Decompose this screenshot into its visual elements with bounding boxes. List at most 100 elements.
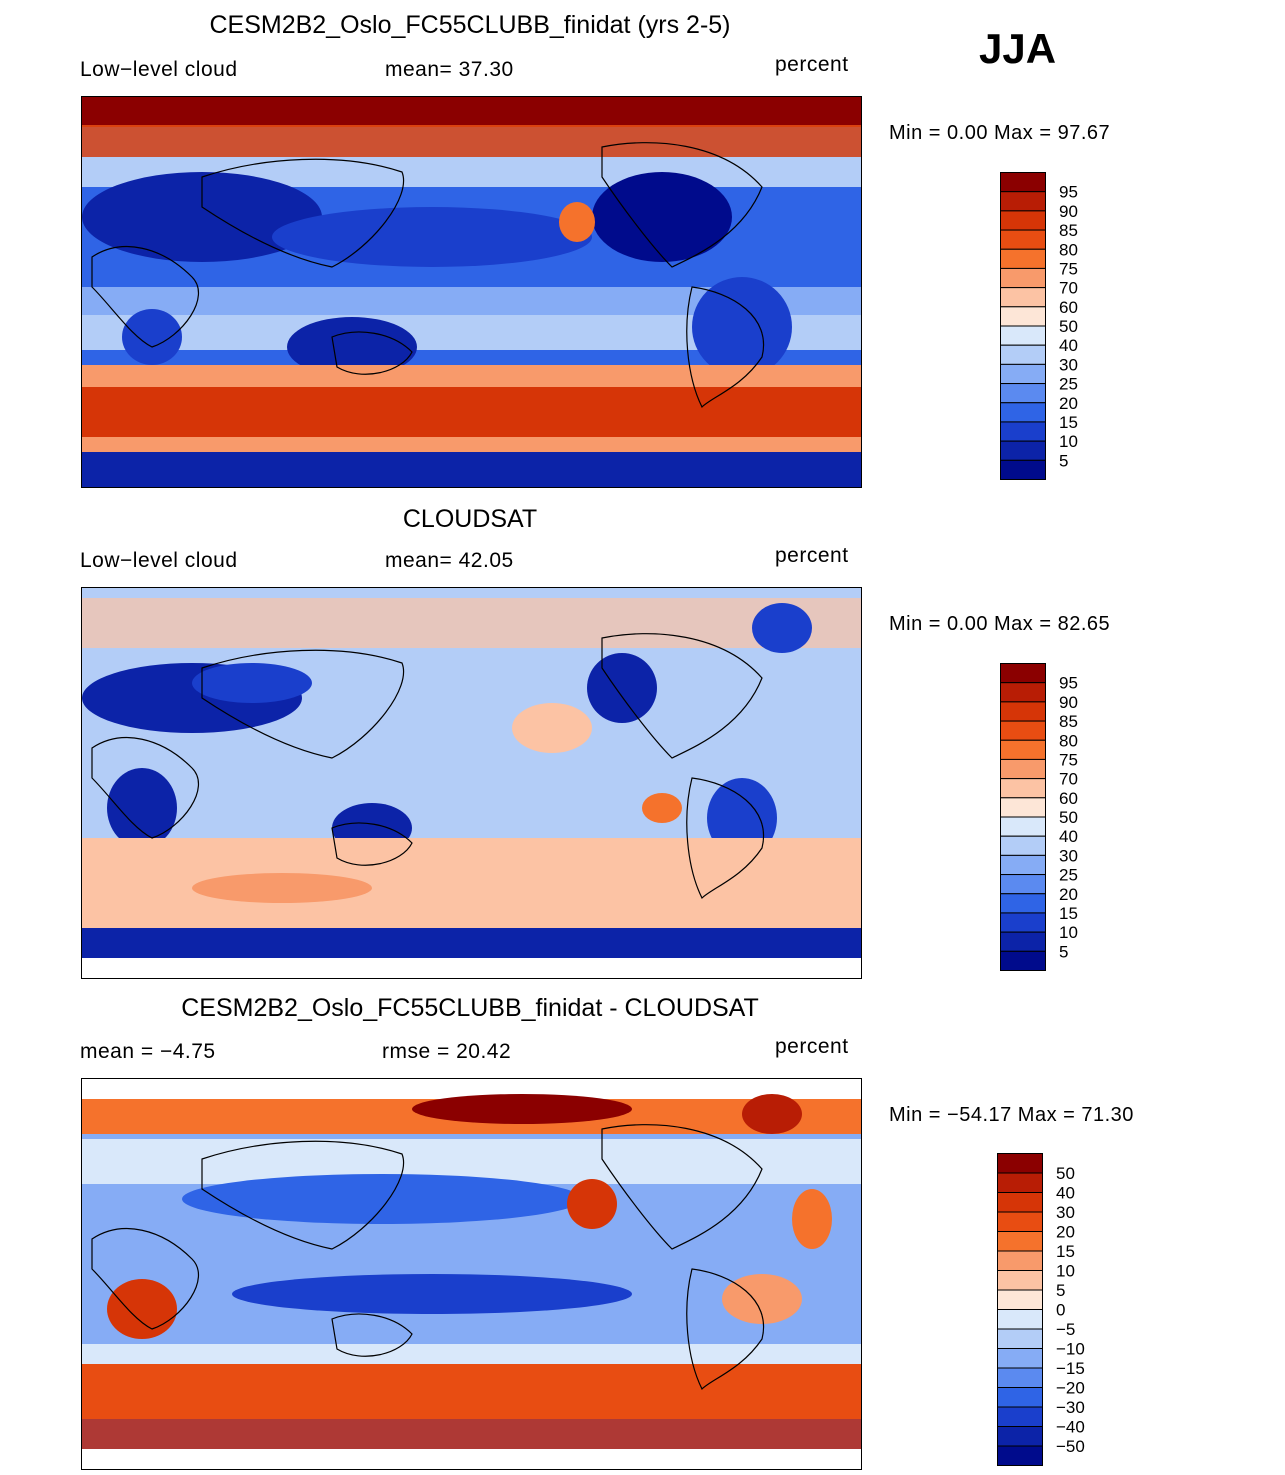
map-2-coast-africa bbox=[91, 737, 199, 839]
map-1-south-band-b bbox=[82, 437, 861, 452]
colorbar-1-label-10: 25 bbox=[1059, 375, 1078, 394]
map-2-coast-samerica bbox=[686, 777, 765, 900]
colorbar-2-label-1: 90 bbox=[1059, 693, 1078, 712]
colorbar-1-swatch-3 bbox=[1000, 229, 1046, 250]
colorbar-3-swatch-11 bbox=[997, 1367, 1043, 1388]
colorbar-1-swatch-14 bbox=[1000, 440, 1046, 461]
colorbar-2-swatch-9 bbox=[1000, 835, 1046, 856]
map-3-calif-high bbox=[567, 1179, 617, 1229]
colorbar-3-swatch-5 bbox=[997, 1250, 1043, 1271]
colorbar-1-label-3: 80 bbox=[1059, 240, 1078, 259]
colorbar-1-label-2: 85 bbox=[1059, 221, 1078, 240]
colorbar-1-swatch-13 bbox=[1000, 421, 1046, 442]
map-1-coast-namerica bbox=[601, 142, 763, 268]
map-1-coast-africa bbox=[91, 246, 199, 348]
colorbar-2-label-8: 40 bbox=[1059, 827, 1078, 846]
panel-3-map bbox=[81, 1078, 862, 1470]
colorbar-2-swatch-0 bbox=[1000, 663, 1046, 684]
colorbar-3-label-1: 40 bbox=[1056, 1184, 1075, 1203]
colorbar-2-label-6: 60 bbox=[1059, 789, 1078, 808]
colorbar-3-swatch-8 bbox=[997, 1309, 1043, 1330]
colorbar-2-swatch-11 bbox=[1000, 874, 1046, 895]
colorbar-2-swatch-13 bbox=[1000, 912, 1046, 933]
panel-3-mean-label: mean = −4.75 bbox=[80, 1040, 216, 1063]
colorbar-1-swatch-4 bbox=[1000, 248, 1046, 269]
colorbar-2-label-5: 70 bbox=[1059, 770, 1078, 789]
colorbar-1-swatch-1 bbox=[1000, 191, 1046, 212]
map-3-coast-samerica bbox=[686, 1268, 765, 1391]
colorbar-1-label-13: 10 bbox=[1059, 432, 1078, 451]
colorbar-2-label-9: 30 bbox=[1059, 846, 1078, 865]
colorbar-3-label-4: 15 bbox=[1056, 1242, 1075, 1261]
colorbar-3-label-0: 50 bbox=[1056, 1164, 1075, 1183]
colorbar-3-label-6: 5 bbox=[1056, 1281, 1065, 1300]
panel-1-map bbox=[81, 96, 862, 488]
panel-1-units-label: percent bbox=[775, 53, 849, 76]
colorbar-1-swatch-2 bbox=[1000, 210, 1046, 231]
map-1-calif-stratocu bbox=[559, 202, 595, 242]
colorbar-3-swatch-15 bbox=[997, 1445, 1043, 1466]
panel-2-variable-label: Low−level cloud bbox=[80, 549, 238, 572]
map-1-coast-asia bbox=[201, 158, 405, 268]
colorbar-1-label-1: 90 bbox=[1059, 202, 1078, 221]
season-label: JJA bbox=[979, 25, 1057, 72]
panel-1-title: CESM2B2_Oslo_FC55CLUBB_finidat (yrs 2-5) bbox=[209, 11, 731, 39]
map-2-coast-australia bbox=[331, 822, 413, 866]
panel-1-minmax: Min = 0.00 Max = 97.67 bbox=[889, 122, 1111, 144]
colorbar-3-label-8: −5 bbox=[1056, 1320, 1075, 1339]
panel-3-map-svg bbox=[82, 1094, 861, 1449]
colorbar-2-swatch-10 bbox=[1000, 854, 1046, 876]
colorbar-2-swatch-7 bbox=[1000, 797, 1046, 818]
colorbar-2-label-10: 25 bbox=[1059, 866, 1078, 885]
colorbar-3-swatch-2 bbox=[997, 1192, 1043, 1213]
map-2-safrica-low bbox=[107, 768, 177, 848]
panel-1-colorbar: 95 90 85 80 75 70 60 50 40 30 25 20 15 10 5 bbox=[1000, 172, 1120, 482]
map-2-coast-namerica bbox=[601, 633, 763, 759]
panel-2-map-svg bbox=[82, 588, 861, 958]
panel-2-colorbar: 95 90 85 80 75 70 60 50 40 30 25 20 15 10 5 bbox=[1000, 663, 1120, 973]
colorbar-1-swatch-15 bbox=[1000, 459, 1046, 480]
colorbar-2-swatch-3 bbox=[1000, 720, 1046, 741]
colorbar-3-swatch-6 bbox=[997, 1270, 1043, 1291]
colorbar-3-swatch-9 bbox=[997, 1328, 1043, 1349]
map-3-arctic-high bbox=[412, 1094, 632, 1124]
map-1-safrica-low bbox=[122, 309, 182, 365]
colorbar-3-label-13: −40 bbox=[1056, 1418, 1085, 1437]
colorbar-3-label-9: −10 bbox=[1056, 1340, 1085, 1359]
panel-2-title: CLOUDSAT bbox=[402, 505, 538, 533]
panel-3-rmse-label: rmse = 20.42 bbox=[382, 1040, 512, 1063]
colorbar-2-swatch-1 bbox=[1000, 682, 1046, 703]
colorbar-2-swatch-2 bbox=[1000, 701, 1046, 722]
panel-3-units-label: percent bbox=[775, 1035, 849, 1058]
panel-1-variable-label: Low−level cloud bbox=[80, 58, 238, 81]
map-2-coast-asia bbox=[201, 649, 405, 759]
colorbar-3-swatch-4 bbox=[997, 1231, 1043, 1252]
map-3-south-band-b bbox=[82, 1419, 861, 1449]
colorbar-1-swatch-0 bbox=[1000, 172, 1046, 193]
map-3-north-mid-band bbox=[82, 1139, 861, 1184]
colorbar-1-swatch-8 bbox=[1000, 325, 1046, 346]
colorbar-3-swatch-7 bbox=[997, 1289, 1043, 1310]
map-3-coast-africa bbox=[91, 1228, 199, 1330]
map-2-npac-high bbox=[512, 703, 592, 753]
map-3-coast-asia bbox=[201, 1140, 405, 1250]
colorbar-2-swatch-12 bbox=[1000, 893, 1046, 914]
panel-2-units-label: percent bbox=[775, 544, 849, 567]
colorbar-2-swatch-8 bbox=[1000, 816, 1046, 837]
colorbar-3-swatch-10 bbox=[997, 1348, 1043, 1369]
colorbar-3-label-14: −50 bbox=[1056, 1437, 1085, 1456]
map-2-north-band bbox=[82, 598, 861, 648]
colorbar-1-label-12: 15 bbox=[1059, 413, 1078, 432]
colorbar-1-label-11: 20 bbox=[1059, 394, 1078, 413]
colorbar-2-label-14: 5 bbox=[1059, 942, 1068, 961]
map-3-coast-namerica bbox=[601, 1124, 763, 1250]
panel-3-colorbar: 50 40 30 20 15 10 5 0 −5 −10 −15 −20 −30 −40 −50 bbox=[997, 1153, 1122, 1468]
map-3-samerica-high bbox=[722, 1274, 802, 1324]
colorbar-2-label-0: 95 bbox=[1059, 674, 1078, 693]
colorbar-2-swatch-4 bbox=[1000, 739, 1046, 760]
colorbar-1-swatch-5 bbox=[1000, 267, 1046, 289]
colorbar-3-label-11: −20 bbox=[1056, 1379, 1085, 1398]
colorbar-1-label-8: 40 bbox=[1059, 336, 1078, 355]
map-1-australia-low bbox=[287, 317, 417, 377]
